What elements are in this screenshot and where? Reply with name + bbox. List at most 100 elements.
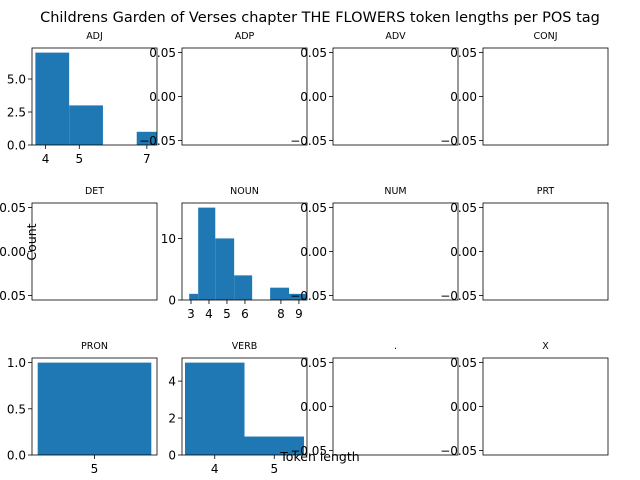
- bar: [270, 287, 290, 300]
- y-tick-label: 2: [168, 412, 176, 426]
- y-tick-label: 0.0: [7, 449, 26, 463]
- axes-frame: [332, 202, 459, 301]
- axes-frame: [482, 202, 609, 301]
- y-tick-label: 0.05: [0, 201, 26, 215]
- x-axis-label: Token length: [279, 449, 359, 464]
- y-axis-label: Count: [24, 223, 39, 260]
- subplot-title: .: [394, 341, 397, 352]
- subplot-noun: 3 4 5 6 8 9 0 10 NOUN: [161, 186, 308, 321]
- y-tick-label: 0.05: [300, 46, 327, 60]
- x-tick-label: 5: [223, 307, 231, 321]
- y-tick-label: 0.05: [149, 46, 176, 60]
- axes-frame: [181, 357, 308, 456]
- subplot-num: 0.05 0.00 −0.05 NUM: [290, 186, 459, 303]
- y-tick-label: 0.0: [7, 139, 26, 153]
- y-tick-label: 0.00: [300, 90, 327, 104]
- subplot-title: ADV: [385, 31, 406, 42]
- bar: [289, 293, 307, 300]
- y-tick-label: 0: [168, 294, 176, 308]
- axes-frame: [181, 202, 308, 301]
- y-tick-label: 0.00: [450, 245, 477, 259]
- subplot-punct: 0.05 0.00 −0.05.: [290, 341, 459, 458]
- y-tick-label: −0.05: [440, 134, 477, 148]
- y-tick-label: 0: [168, 449, 176, 463]
- y-tick-label: 0.05: [450, 201, 477, 215]
- subplot-title: PRT: [537, 186, 555, 197]
- y-tick-label: 0.00: [300, 245, 327, 259]
- subplot-title: NOUN: [230, 186, 259, 197]
- x-tick-label: 7: [143, 152, 151, 166]
- x-tick-label: 4: [205, 307, 213, 321]
- subplot-adj: 4 5 7 0.0 2.5 5.0 ADJ: [7, 31, 158, 166]
- axes-frame: [482, 357, 609, 456]
- subplot-title: X: [542, 341, 549, 352]
- bar: [35, 52, 70, 145]
- y-tick-label: −0.05: [290, 134, 327, 148]
- bar: [136, 131, 157, 145]
- x-tick-label: 5: [75, 152, 83, 166]
- bar: [198, 207, 216, 300]
- y-tick-label: 0.00: [450, 90, 477, 104]
- subplot-verb: 4 5 0 2 4 VERB: [168, 341, 308, 476]
- subplot-grid: 4 5 70.02.55.0ADJ0.050.00−0.05ADP0.050.00−…: [0, 31, 609, 476]
- bar: [37, 362, 152, 455]
- bar: [189, 293, 199, 300]
- axes-frame: [31, 202, 158, 301]
- y-tick-label: 0.00: [149, 90, 176, 104]
- y-tick-label: 0.05: [450, 46, 477, 60]
- y-tick-label: 2.5: [7, 106, 26, 120]
- x-tick-label: 5: [270, 462, 278, 476]
- bar: [244, 436, 305, 455]
- y-tick-label: 0.00: [450, 400, 477, 414]
- y-tick-label: −0.05: [440, 444, 477, 458]
- axes-frame: [31, 47, 158, 146]
- subplot-title: CONJ: [533, 31, 557, 42]
- figure-title: Childrens Garden of Verses chapter THE F…: [40, 10, 600, 26]
- axes-frame: [31, 357, 158, 456]
- bar: [234, 275, 253, 300]
- subplot-title: PRON: [81, 341, 108, 352]
- x-tick-label: 8: [277, 307, 285, 321]
- subplot-prt: 0.05 0.00 −0.05 PRT: [440, 186, 609, 303]
- y-tick-label: 0.05: [300, 356, 327, 370]
- subplot-title: VERB: [232, 341, 258, 352]
- y-tick-label: 0.05: [300, 201, 327, 215]
- y-tick-label: 10: [161, 232, 176, 246]
- y-tick-label: 0.00: [300, 400, 327, 414]
- y-tick-label: −0.05: [290, 444, 327, 458]
- x-tick-label: 3: [187, 307, 195, 321]
- y-tick-label: −0.05: [139, 134, 176, 148]
- y-tick-label: −0.05: [0, 289, 26, 303]
- subplot-adv: 0.05 0.00 −0.05 ADV: [290, 31, 459, 148]
- x-tick-label: 4: [42, 152, 50, 166]
- axes-frame: [482, 47, 609, 146]
- axes-frame: [332, 47, 459, 146]
- y-tick-label: 0.00: [0, 245, 26, 259]
- subplot-conj: 0.05 0.00 −0.05 CONJ: [440, 31, 609, 148]
- subplot-pron: 5 0.0 0.5 1.0 PRON: [7, 341, 158, 476]
- bar: [184, 362, 245, 455]
- subplot-title: ADJ: [86, 31, 103, 42]
- y-tick-label: 0.5: [7, 402, 26, 416]
- axes-frame: [181, 47, 308, 146]
- x-tick-label: 5: [91, 462, 99, 476]
- x-tick-label: 6: [241, 307, 249, 321]
- x-tick-label: 4: [211, 462, 219, 476]
- subplot-title: DET: [85, 186, 104, 197]
- subplot-adp: 0.05 0.00 −0.05 ADP: [139, 31, 308, 148]
- subplot-x: 0.05 0.00 −0.05 X: [440, 341, 609, 458]
- subplot-title: NUM: [384, 186, 406, 197]
- subplot-title: ADP: [235, 31, 255, 42]
- subplot-det: 0.05 0.00 −0.05 DET: [0, 186, 158, 303]
- bar: [69, 105, 103, 145]
- y-tick-label: 5.0: [7, 73, 26, 87]
- y-tick-label: 4: [168, 375, 176, 389]
- axes-frame: [332, 357, 459, 456]
- bar: [215, 238, 235, 300]
- y-tick-label: −0.05: [440, 289, 477, 303]
- x-tick-label: 9: [295, 307, 303, 321]
- y-tick-label: −0.05: [290, 289, 327, 303]
- y-tick-label: 0.05: [450, 356, 477, 370]
- y-tick-label: 1.0: [7, 356, 26, 370]
